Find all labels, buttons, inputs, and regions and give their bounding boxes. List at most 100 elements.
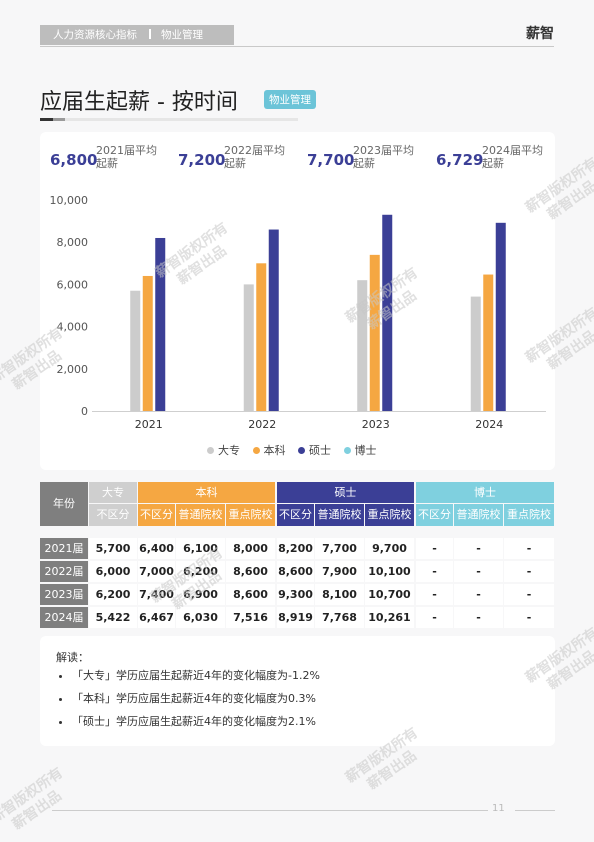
table-cell: 8,000 [226, 538, 275, 559]
table-group-header: 硕士 [277, 482, 414, 503]
header-section-bar: 人力资源核心指标 物业管理 [40, 25, 234, 45]
table-year-cell: 2021届 [40, 538, 88, 559]
header-subsection: 物业管理 [161, 29, 203, 41]
table-cell: - [416, 607, 453, 628]
table-subheader: 普通院校 [315, 504, 364, 526]
table-row-header: 年份 [40, 482, 88, 526]
table-subheader: 重点院校 [365, 504, 414, 526]
stat-value: 7,200 [178, 151, 226, 169]
legend-item-shuoshi: 硕士 [298, 442, 331, 458]
legend-item-benke: 本科 [252, 442, 286, 458]
interpretation-item: 「大专」学历应届生起薪近4年的变化幅度为-1.2% [72, 669, 320, 683]
interpretation-list: 「大专」学历应届生起薪近4年的变化幅度为-1.2% 「本科」学历应届生起薪近4年… [58, 660, 320, 729]
table-subheader: 普通院校 [176, 504, 225, 526]
legend-swatch [252, 447, 260, 454]
stat-value: 6,729 [436, 151, 484, 169]
header-divider [149, 29, 151, 39]
stat-value: 7,700 [307, 151, 355, 169]
table-group-header: 本科 [138, 482, 275, 503]
legend-label: 硕士 [309, 444, 331, 457]
table-subheader: 不区分 [89, 504, 137, 526]
chart-legend: 大专 本科 硕士 博士 [207, 442, 386, 458]
stat-label: 2021届平均起薪 [96, 144, 157, 170]
brand-logo-text: 薪智 [526, 26, 554, 42]
table-cell: - [416, 584, 453, 605]
table-subheader: 不区分 [416, 504, 453, 526]
table-subheader: 不区分 [138, 504, 175, 526]
stat-value: 6,800 [50, 151, 98, 169]
table-cell: - [454, 607, 503, 628]
table-cell: 7,400 [138, 584, 175, 605]
table-cell: 8,919 [277, 607, 314, 628]
title-underline [40, 118, 298, 121]
table-cell: - [504, 607, 554, 628]
table-year-cell: 2024届 [40, 607, 88, 628]
table-cell: 8,600 [277, 561, 314, 582]
table-group-header: 大专 [89, 482, 137, 503]
table-cell: 10,100 [365, 561, 414, 582]
legend-swatch [207, 447, 214, 454]
header-rule [40, 46, 554, 47]
interpretation-heading: 解读： [56, 651, 89, 664]
table-cell: 6,200 [176, 561, 225, 582]
table-cell: - [504, 561, 554, 582]
table-cell: 10,700 [365, 584, 414, 605]
footer-rule-left [52, 810, 488, 811]
table-cell: 7,000 [138, 561, 175, 582]
table-cell: 9,300 [277, 584, 314, 605]
table-cell: 8,600 [226, 561, 275, 582]
table-cell: 6,100 [176, 538, 225, 559]
legend-item-dazhuan: 大专 [207, 442, 240, 458]
page-title: 应届生起薪 - 按时间 [40, 90, 238, 115]
table-cell: 5,422 [89, 607, 137, 628]
table-cell: 5,700 [89, 538, 137, 559]
stat-label: 2023届平均起薪 [353, 144, 414, 170]
chart-card [40, 132, 555, 470]
table-cell: 6,900 [176, 584, 225, 605]
table-cell: - [454, 584, 503, 605]
table-cell: 6,030 [176, 607, 225, 628]
table-subheader: 重点院校 [226, 504, 275, 526]
interpretation-item: 「本科」学历应届生起薪近4年的变化幅度为0.3% [72, 692, 320, 706]
interpretation-card: 解读： 「大专」学历应届生起薪近4年的变化幅度为-1.2% 「本科」学历应届生起… [40, 636, 555, 746]
table-cell: 6,200 [89, 584, 137, 605]
table-subheader: 不区分 [277, 504, 314, 526]
table-group-header: 博士 [416, 482, 554, 503]
table-cell: 8,200 [277, 538, 314, 559]
table-cell: 7,768 [315, 607, 364, 628]
legend-label: 博士 [354, 444, 377, 457]
table-cell: 6,467 [138, 607, 175, 628]
stat-label: 2024届平均起薪 [482, 144, 543, 170]
table-cell: 7,700 [315, 538, 364, 559]
table-cell: 8,600 [226, 584, 275, 605]
table-subheader: 普通院校 [454, 504, 503, 526]
legend-label: 本科 [263, 444, 286, 457]
table-cell: - [416, 561, 453, 582]
industry-tag: 物业管理 [264, 90, 316, 109]
table-cell: 10,261 [365, 607, 414, 628]
footer-rule-right [515, 810, 555, 811]
legend-swatch [298, 447, 305, 454]
table-cell: - [416, 538, 453, 559]
table-cell: - [454, 538, 503, 559]
legend-swatch [343, 447, 351, 454]
table-cell: 7,900 [315, 561, 364, 582]
interpretation-item: 「硕士」学历应届生起薪近4年的变化幅度为2.1% [72, 715, 320, 729]
legend-label: 大专 [218, 444, 240, 457]
table-cell: - [504, 538, 554, 559]
table-cell: - [454, 561, 503, 582]
page-number: 11 [492, 803, 505, 814]
table-cell: 9,700 [365, 538, 414, 559]
table-cell: - [504, 584, 554, 605]
stat-label: 2022届平均起薪 [224, 144, 285, 170]
table-year-cell: 2022届 [40, 561, 88, 582]
table-cell: 8,100 [315, 584, 364, 605]
table-cell: 6,000 [89, 561, 137, 582]
legend-item-boshi: 博士 [343, 442, 377, 458]
watermark: 薪智版权所有 薪智出品 [0, 764, 66, 833]
table-cell: 7,516 [226, 607, 275, 628]
header-section: 人力资源核心指标 [53, 29, 137, 41]
table-subheader: 重点院校 [504, 504, 554, 526]
table-cell: 6,400 [138, 538, 175, 559]
table-year-cell: 2023届 [40, 584, 88, 605]
